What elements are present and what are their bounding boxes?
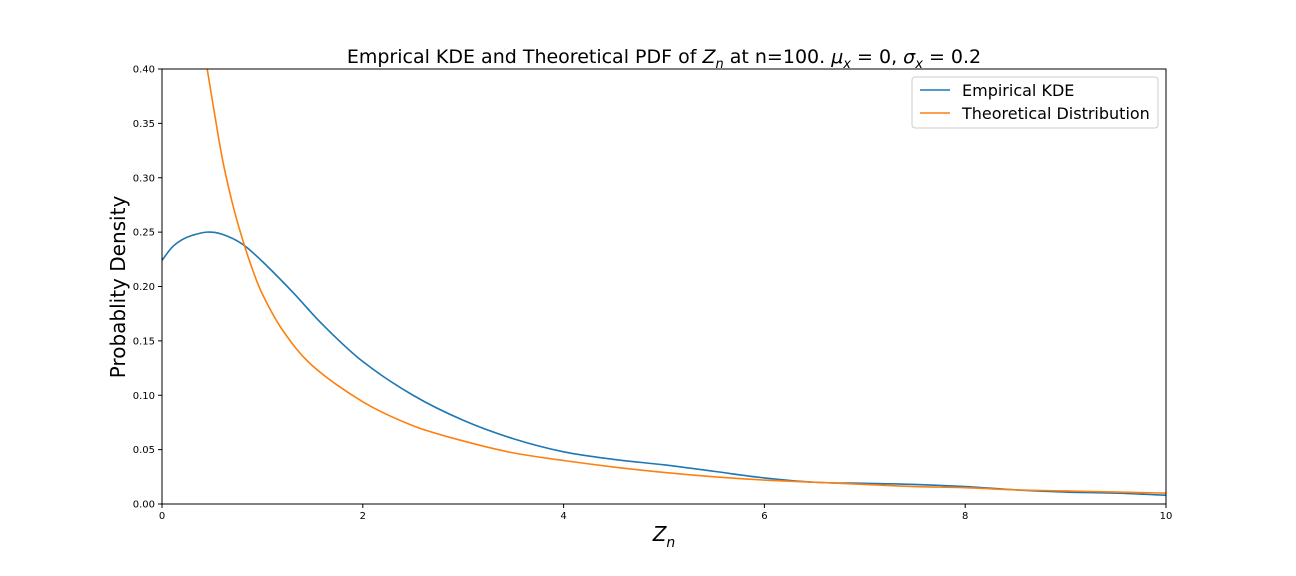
x-tick-label: 10 <box>1160 511 1173 522</box>
legend-label-theoretical-distribution: Theoretical Distribution <box>961 104 1150 123</box>
series-group <box>162 69 1166 497</box>
y-tick-label: 0.25 <box>133 228 155 239</box>
chart-title: Emprical KDE and Theoretical PDF of Zn a… <box>347 46 981 72</box>
y-tick-label: 0.40 <box>133 65 155 76</box>
y-tick-label: 0.05 <box>133 445 155 456</box>
series-line-theoretical-distribution <box>206 69 1166 494</box>
plot-frame <box>161 68 1167 505</box>
x-tick-label: 4 <box>560 511 566 522</box>
y-tick-label: 0.35 <box>133 119 155 130</box>
y-axis-ticks: 0.00 0.05 0.10 0.15 0.20 0.25 0.30 0.35 0.40 <box>133 65 162 511</box>
y-axis-label: Probablity Density <box>106 196 130 379</box>
x-tick-label: 2 <box>360 511 366 522</box>
y-tick-label: 0.30 <box>133 173 155 184</box>
y-tick-label: 0.20 <box>133 282 155 293</box>
y-tick-label: 0.15 <box>133 336 155 347</box>
legend-box <box>911 76 1159 129</box>
x-tick-label: 8 <box>962 511 968 522</box>
x-axis-label: Zn <box>652 522 676 551</box>
x-axis-ticks: 0 2 4 6 8 10 <box>159 504 1173 522</box>
series-line-empirical-kde <box>162 231 1166 497</box>
x-tick-label: 0 <box>159 511 165 522</box>
x-tick-label: 6 <box>761 511 767 522</box>
y-tick-label: 0.00 <box>133 500 155 511</box>
legend: Empirical KDE Theoretical Distribution <box>911 76 1159 129</box>
y-tick-label: 0.10 <box>133 391 155 402</box>
legend-label-empirical-kde: Empirical KDE <box>962 81 1074 100</box>
